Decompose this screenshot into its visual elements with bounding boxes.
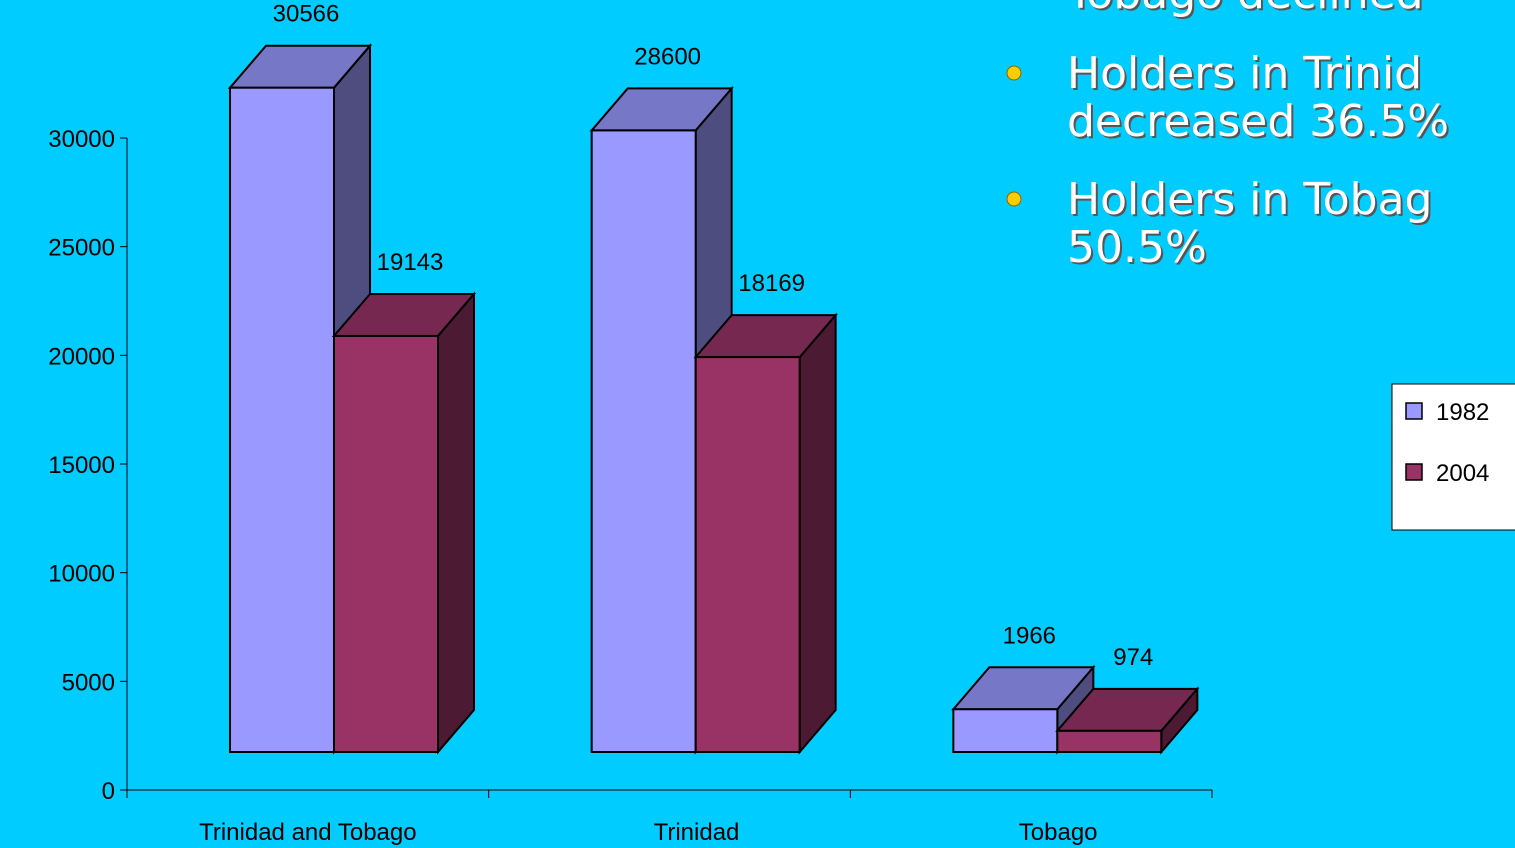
bullet-text: 50.5% <box>1067 222 1207 273</box>
data-label: 19143 <box>377 249 444 276</box>
bar <box>1056 729 1163 753</box>
bullet-text: decreased 36.5% <box>1067 96 1449 147</box>
y-tick-label: 15000 <box>48 452 115 479</box>
data-label: 974 <box>1113 644 1153 671</box>
data-label: 28600 <box>634 43 701 70</box>
x-tick-label: Trinidad and Tobago <box>199 819 417 846</box>
bar-side <box>798 312 837 755</box>
bar-side <box>437 291 475 755</box>
data-label: 1966 <box>1003 622 1056 649</box>
legend-label: 2004 <box>1436 460 1489 487</box>
chart: 0 5000 10000 15000 20000 25000 30000 Trinidad a… <box>48 1 1213 846</box>
bullet-dot <box>1006 65 1022 81</box>
bar <box>694 356 801 753</box>
y-tick-label: 5000 <box>62 669 115 696</box>
legend-label: 1982 <box>1436 399 1489 426</box>
bar <box>952 708 1059 754</box>
bullet-dot <box>1006 191 1022 207</box>
y-tick-label: 0 <box>102 778 115 805</box>
data-label: 30566 <box>273 1 340 28</box>
legend: 1982 2004 <box>1391 383 1515 531</box>
data-label: 18169 <box>738 270 805 297</box>
x-tick-label: Tobago <box>1019 819 1098 846</box>
legend-swatch <box>1405 463 1423 481</box>
bar <box>229 86 335 754</box>
y-tick-label: 10000 <box>48 561 115 588</box>
bullet-text: Holders in Trinid <box>1067 48 1422 99</box>
x-tick-label: Trinidad <box>654 819 740 846</box>
bar <box>333 334 439 753</box>
bullet-text: Tobago declined <box>1066 0 1424 19</box>
y-tick-label: 25000 <box>48 235 115 262</box>
bullet-text: Holders in Tobag <box>1067 174 1432 225</box>
legend-swatch <box>1405 402 1423 420</box>
y-tick-label: 20000 <box>48 343 115 370</box>
y-tick-label: 30000 <box>48 126 115 153</box>
bar <box>590 129 697 753</box>
text-box: Tobago declined Holders in Triniddecrease… <box>1006 0 1449 273</box>
